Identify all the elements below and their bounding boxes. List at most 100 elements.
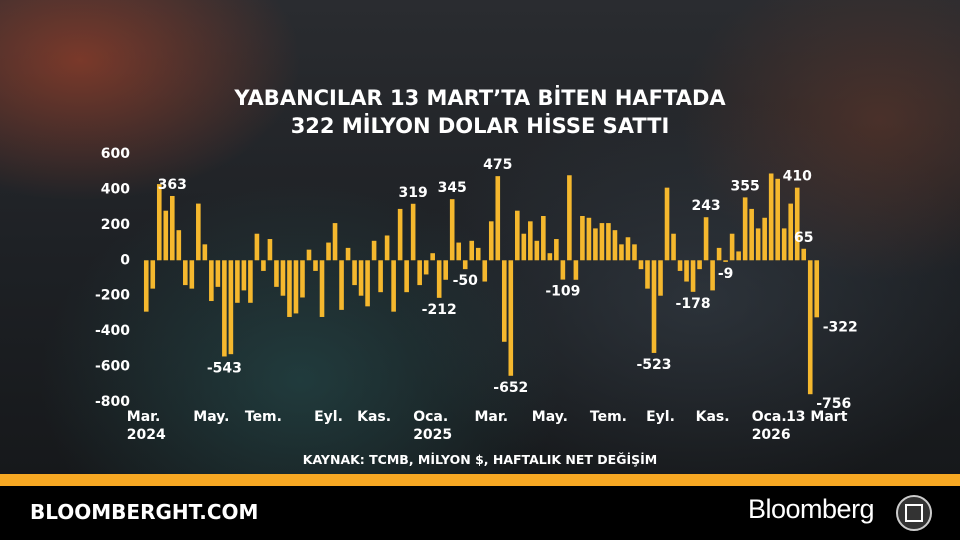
bar bbox=[248, 260, 253, 303]
bar bbox=[723, 260, 728, 262]
bar bbox=[560, 260, 566, 280]
bar bbox=[417, 260, 422, 286]
bar bbox=[521, 233, 527, 261]
bar bbox=[736, 251, 741, 261]
bar bbox=[287, 260, 292, 317]
bar bbox=[807, 260, 813, 395]
data-label: 65 bbox=[794, 230, 813, 246]
bar bbox=[306, 249, 312, 261]
bar bbox=[645, 260, 650, 289]
bar bbox=[300, 260, 305, 298]
x-tick-label: 13 Mart bbox=[786, 409, 848, 425]
x-tick-label: Mar. 2024 bbox=[126, 409, 166, 443]
bar bbox=[410, 203, 416, 261]
data-label: 319 bbox=[399, 185, 428, 201]
bar bbox=[619, 244, 624, 261]
bar bbox=[612, 230, 618, 261]
x-tick-label: Tem. bbox=[589, 409, 627, 425]
bar bbox=[319, 260, 325, 317]
y-tick-label: 200 bbox=[101, 217, 130, 233]
bar bbox=[384, 235, 390, 261]
bar bbox=[254, 233, 260, 261]
bar bbox=[261, 260, 266, 271]
bar bbox=[150, 260, 156, 289]
x-tick-label: Oca. 2026 bbox=[751, 409, 791, 443]
bar bbox=[794, 187, 800, 261]
data-label: -178 bbox=[676, 296, 711, 312]
bar bbox=[430, 253, 435, 261]
bar bbox=[677, 260, 683, 271]
bar bbox=[345, 247, 351, 261]
bar bbox=[163, 210, 169, 261]
bar bbox=[169, 195, 175, 261]
bar bbox=[755, 228, 761, 261]
bar bbox=[228, 260, 234, 355]
bar bbox=[580, 216, 585, 261]
x-tick-label: Eyl. bbox=[646, 409, 675, 425]
bar bbox=[293, 260, 299, 314]
data-label: -652 bbox=[493, 380, 528, 396]
bar bbox=[541, 216, 546, 261]
data-label: 475 bbox=[483, 157, 512, 173]
data-label: 243 bbox=[691, 198, 720, 214]
bar bbox=[482, 260, 488, 282]
bar bbox=[443, 260, 448, 280]
bar bbox=[554, 239, 559, 261]
bar bbox=[143, 260, 149, 312]
bar bbox=[488, 221, 494, 261]
bar bbox=[768, 173, 774, 261]
x-tick-label: Mar. bbox=[474, 409, 509, 425]
bar bbox=[378, 260, 383, 293]
data-label: -543 bbox=[207, 360, 242, 376]
x-tick-label: Tem. bbox=[244, 409, 282, 425]
data-label: -50 bbox=[453, 273, 479, 289]
title-line: 322 MİLYON DOLAR HİSSE SATTI bbox=[290, 114, 670, 138]
data-label: -212 bbox=[422, 302, 457, 318]
bar bbox=[326, 242, 331, 261]
bar bbox=[222, 260, 227, 357]
bar bbox=[332, 223, 338, 261]
data-label: -756 bbox=[816, 396, 851, 412]
bar bbox=[690, 260, 696, 292]
y-tick-label: -600 bbox=[95, 359, 130, 375]
y-tick-label: -800 bbox=[95, 394, 130, 410]
bar bbox=[684, 260, 689, 282]
data-label: -109 bbox=[545, 284, 580, 300]
bar bbox=[391, 260, 396, 312]
x-tick-label: Oca. 2025 bbox=[413, 409, 453, 443]
bar bbox=[215, 260, 221, 287]
y-tick-label: -400 bbox=[95, 323, 130, 339]
bar bbox=[599, 223, 605, 261]
bar bbox=[241, 260, 247, 291]
x-tick-label: May. bbox=[531, 409, 568, 425]
bar bbox=[371, 240, 377, 261]
data-label: -523 bbox=[636, 357, 671, 373]
bar bbox=[501, 260, 507, 342]
bar bbox=[638, 260, 644, 270]
bar bbox=[423, 260, 429, 275]
bar bbox=[775, 178, 780, 261]
bar bbox=[449, 199, 455, 261]
logo bbox=[896, 495, 932, 531]
bar bbox=[202, 244, 208, 261]
bar bbox=[436, 260, 442, 298]
bar bbox=[716, 247, 722, 261]
data-label: 345 bbox=[438, 180, 467, 196]
bar bbox=[749, 208, 754, 261]
bar bbox=[658, 260, 663, 296]
bar bbox=[573, 260, 579, 280]
data-label: 363 bbox=[158, 177, 187, 193]
data-label: 410 bbox=[783, 169, 812, 185]
source: KAYNAK: TCMB, MİLYON $, HAFTALIK NET DEĞ… bbox=[302, 452, 658, 467]
x-tick-label: Kas. bbox=[695, 409, 730, 425]
bar bbox=[671, 233, 676, 261]
bar bbox=[365, 260, 370, 307]
title-line: YABANCILAR 13 MART’TA BİTEN HAFTADA bbox=[234, 86, 726, 110]
bar bbox=[528, 221, 533, 261]
bar bbox=[397, 208, 403, 261]
data-label: -322 bbox=[823, 319, 858, 335]
bar bbox=[156, 184, 162, 261]
footer-site: BLOOMBERGHT.COM bbox=[30, 500, 259, 524]
footer-brand: Bloomberg bbox=[748, 494, 875, 524]
